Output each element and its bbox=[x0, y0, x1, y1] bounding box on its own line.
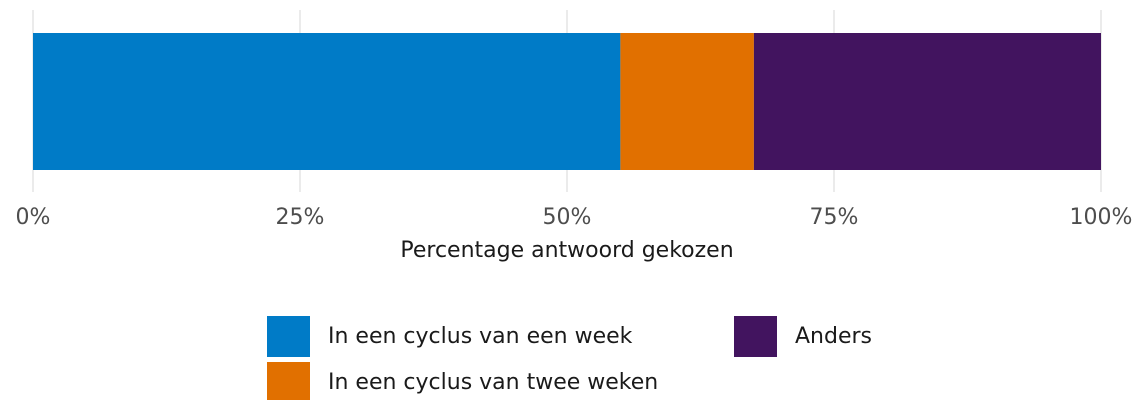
legend-swatch bbox=[267, 316, 310, 357]
x-tick-label: 0% bbox=[16, 205, 51, 230]
bar-segment bbox=[33, 33, 621, 170]
bar-segment bbox=[753, 33, 1101, 170]
x-tick-label: 75% bbox=[810, 205, 859, 230]
legend-label: Anders bbox=[795, 324, 872, 349]
x-tick-label: 50% bbox=[543, 205, 592, 230]
legend-label: In een cyclus van twee weken bbox=[328, 370, 658, 395]
legend-swatch bbox=[734, 316, 777, 357]
x-tick-label: 100% bbox=[1070, 205, 1133, 230]
bar-segment bbox=[620, 33, 754, 170]
x-axis-title: Percentage antwoord gekozen bbox=[400, 238, 733, 263]
legend-swatch bbox=[267, 362, 310, 400]
x-tick-label: 25% bbox=[276, 205, 325, 230]
legend-label: In een cyclus van een week bbox=[328, 324, 633, 349]
